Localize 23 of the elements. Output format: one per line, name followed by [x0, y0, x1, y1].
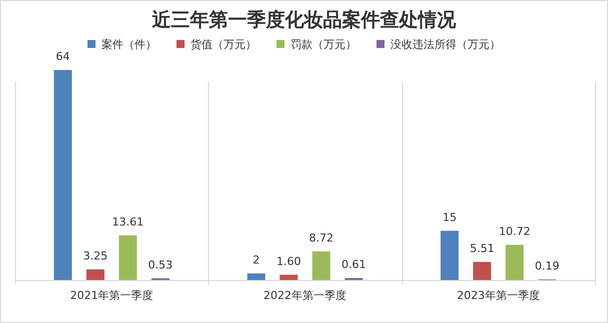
title: 近三年第一季度化妆品案件查处情况: [152, 9, 456, 31]
legend-label: 案件（件）: [102, 38, 156, 51]
legend-label: 货值（万元）: [190, 38, 256, 51]
data-label: 13.61: [112, 215, 144, 228]
data-label: 0.53: [148, 258, 173, 272]
data-label: 5.51: [470, 242, 494, 255]
x-tick: 2021年第一季度: [70, 289, 154, 302]
legend-item: 案件（件）: [88, 38, 156, 51]
legend-item: 货值（万元）: [176, 38, 256, 51]
legend-label: 罚款（万元）: [290, 38, 356, 51]
x-tick: 2022年第一季度: [264, 289, 346, 302]
data-label: 15: [442, 210, 457, 224]
data-label: 1.60: [276, 254, 301, 268]
data-label: 0.61: [342, 258, 366, 271]
data-label: 10.72: [498, 224, 530, 238]
legend-item: 罚款（万元）: [276, 38, 356, 51]
data-label: 2: [252, 253, 260, 266]
data-label: 0.19: [534, 259, 560, 272]
data-label: 8.72: [309, 231, 334, 244]
data-label: 64: [56, 50, 70, 63]
x-tick: 2023年第一季度: [456, 289, 540, 302]
legend-item: 没收违法所得（万元）: [376, 38, 500, 51]
data-label: 3.25: [83, 249, 108, 262]
